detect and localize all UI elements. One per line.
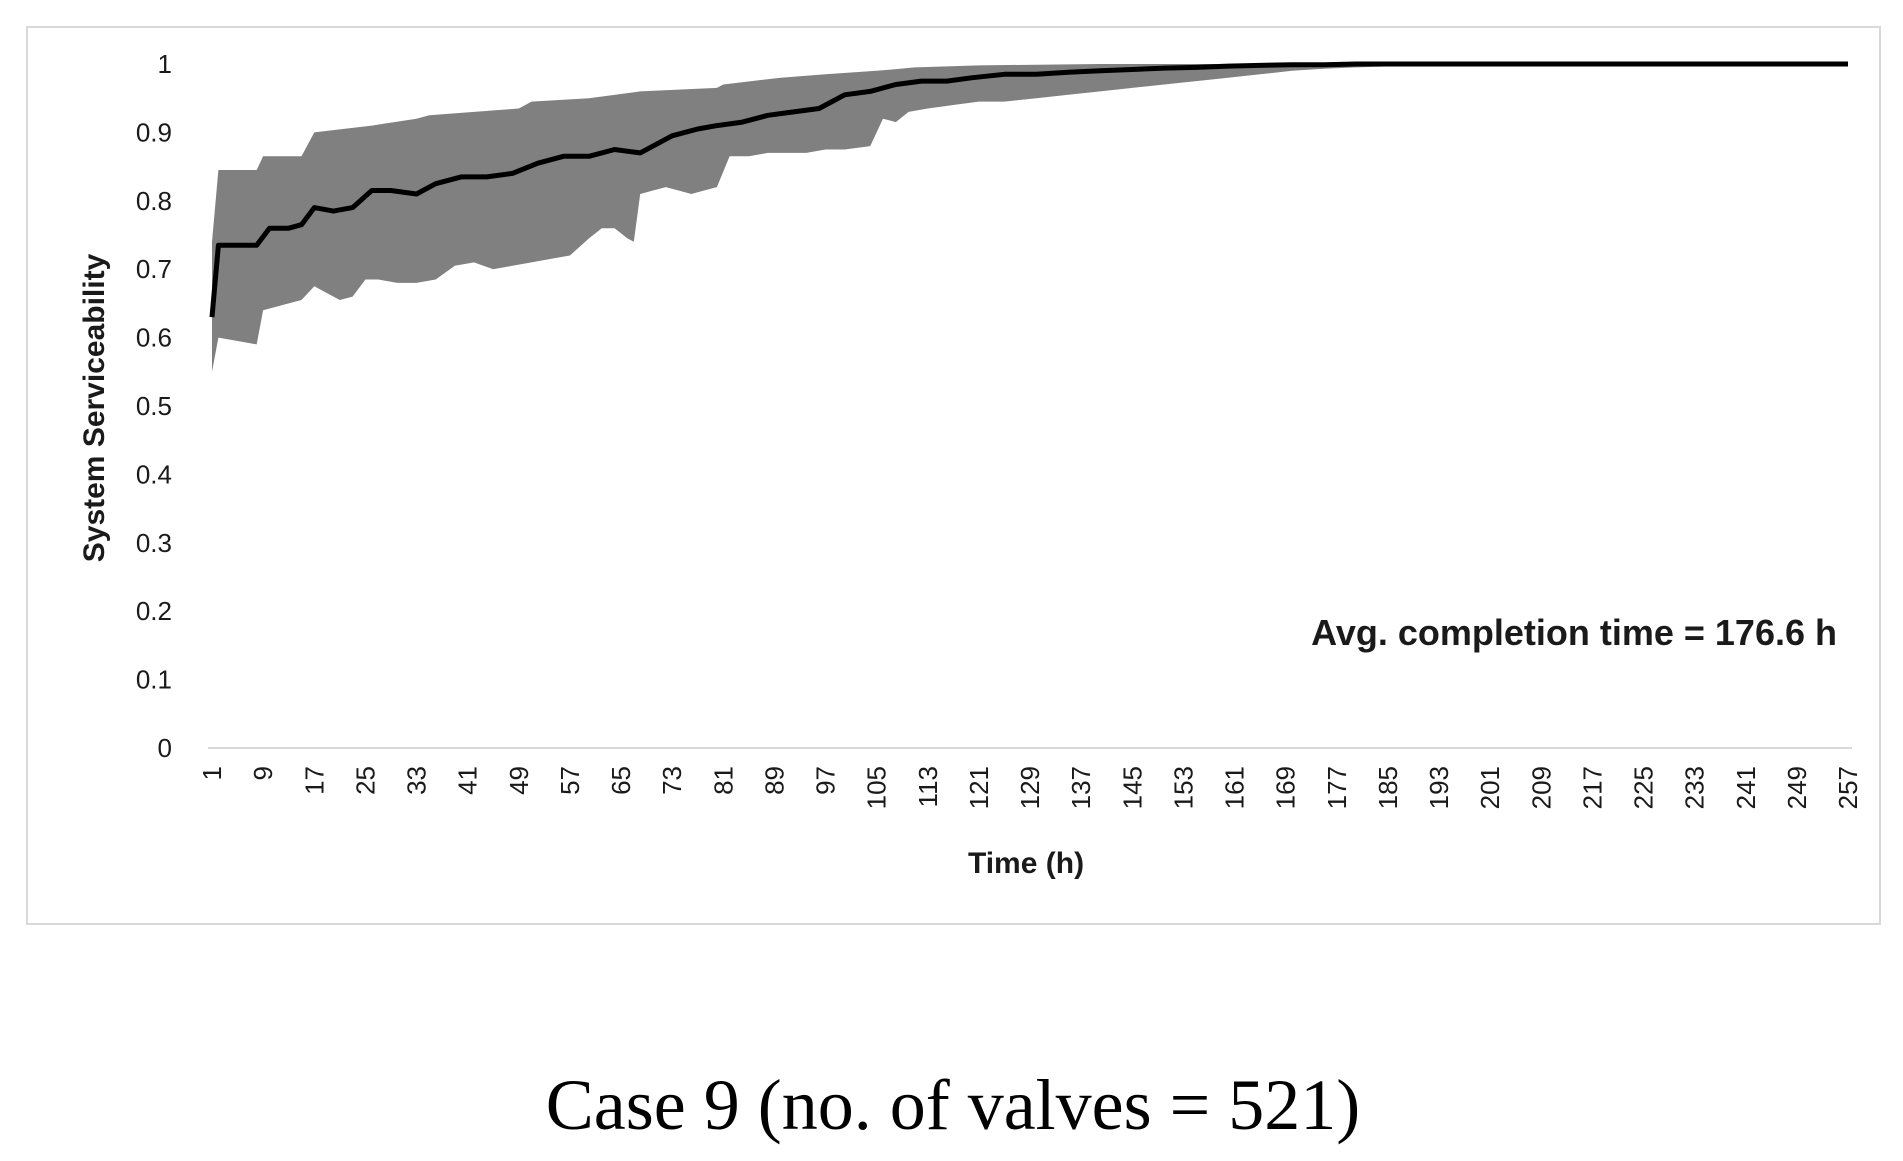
y-tick-label: 1 — [158, 49, 172, 79]
x-tick-label: 65 — [606, 766, 636, 795]
x-tick-label: 161 — [1220, 766, 1250, 809]
y-tick-label: 0.3 — [136, 528, 172, 558]
y-tick-label: 0.8 — [136, 186, 172, 216]
serviceability-range-band — [212, 64, 1848, 372]
x-tick-label: 25 — [350, 766, 380, 795]
y-tick-label: 0.7 — [136, 254, 172, 284]
x-tick-label: 185 — [1373, 766, 1403, 809]
x-tick-label: 33 — [402, 766, 432, 795]
x-tick-label: 17 — [299, 766, 329, 795]
x-tick-label: 97 — [811, 766, 841, 795]
x-tick-label: 129 — [1015, 766, 1045, 809]
x-tick-label: 81 — [708, 766, 738, 795]
x-axis-title: Time (h) — [968, 847, 1084, 880]
y-tick-label: 0.5 — [136, 391, 172, 421]
x-tick-label: 225 — [1629, 766, 1659, 809]
plot-area — [208, 61, 1852, 749]
x-tick-label: 113 — [913, 766, 943, 807]
x-tick-label: 169 — [1271, 766, 1301, 809]
mean-serviceability-line — [209, 61, 1848, 318]
x-tick-label: 193 — [1424, 766, 1454, 809]
x-tick-label: 89 — [759, 766, 789, 795]
x-tick-label: 249 — [1782, 766, 1812, 809]
y-tick-label: 0.2 — [136, 596, 172, 626]
completion-time-annotation: Avg. completion time = 176.6 h — [1311, 612, 1837, 653]
y-tick-label: 0.9 — [136, 117, 172, 147]
x-tick-label: 9 — [248, 766, 278, 780]
y-axis-ticks: 0 0.1 0.2 0.3 0.4 0.5 0.6 0.7 0.8 0.9 1 — [136, 49, 172, 763]
x-tick-label: 153 — [1168, 766, 1198, 809]
x-tick-label: 257 — [1833, 766, 1863, 809]
x-tick-label: 209 — [1526, 766, 1556, 809]
x-tick-label: 73 — [657, 766, 687, 795]
y-axis-title: System Serviceability — [78, 253, 111, 562]
y-tick-label: 0.6 — [136, 323, 172, 353]
x-tick-label: 233 — [1680, 766, 1710, 809]
x-tick-label: 121 — [964, 766, 994, 809]
x-tick-label: 105 — [862, 766, 892, 809]
x-tick-label: 41 — [453, 766, 483, 795]
y-tick-label: 0.1 — [136, 665, 172, 695]
x-tick-label: 137 — [1066, 766, 1096, 809]
x-axis-ticks: 1 9 17 25 33 41 49 57 65 73 81 89 97 105 113 121 129 137 1… — [197, 766, 1863, 809]
x-tick-label: 57 — [555, 766, 585, 795]
x-tick-label: 201 — [1475, 766, 1505, 809]
x-tick-label: 49 — [504, 766, 534, 795]
x-tick-label: 177 — [1322, 766, 1352, 809]
figure-caption: Case 9 (no. of valves = 521) — [546, 1065, 1360, 1145]
x-tick-label: 241 — [1731, 766, 1761, 809]
y-tick-label: 0.4 — [136, 459, 172, 489]
y-tick-label: 0 — [158, 733, 172, 763]
x-tick-label: 1 — [197, 766, 227, 780]
x-tick-label: 145 — [1117, 766, 1147, 809]
x-tick-label: 217 — [1577, 766, 1607, 809]
